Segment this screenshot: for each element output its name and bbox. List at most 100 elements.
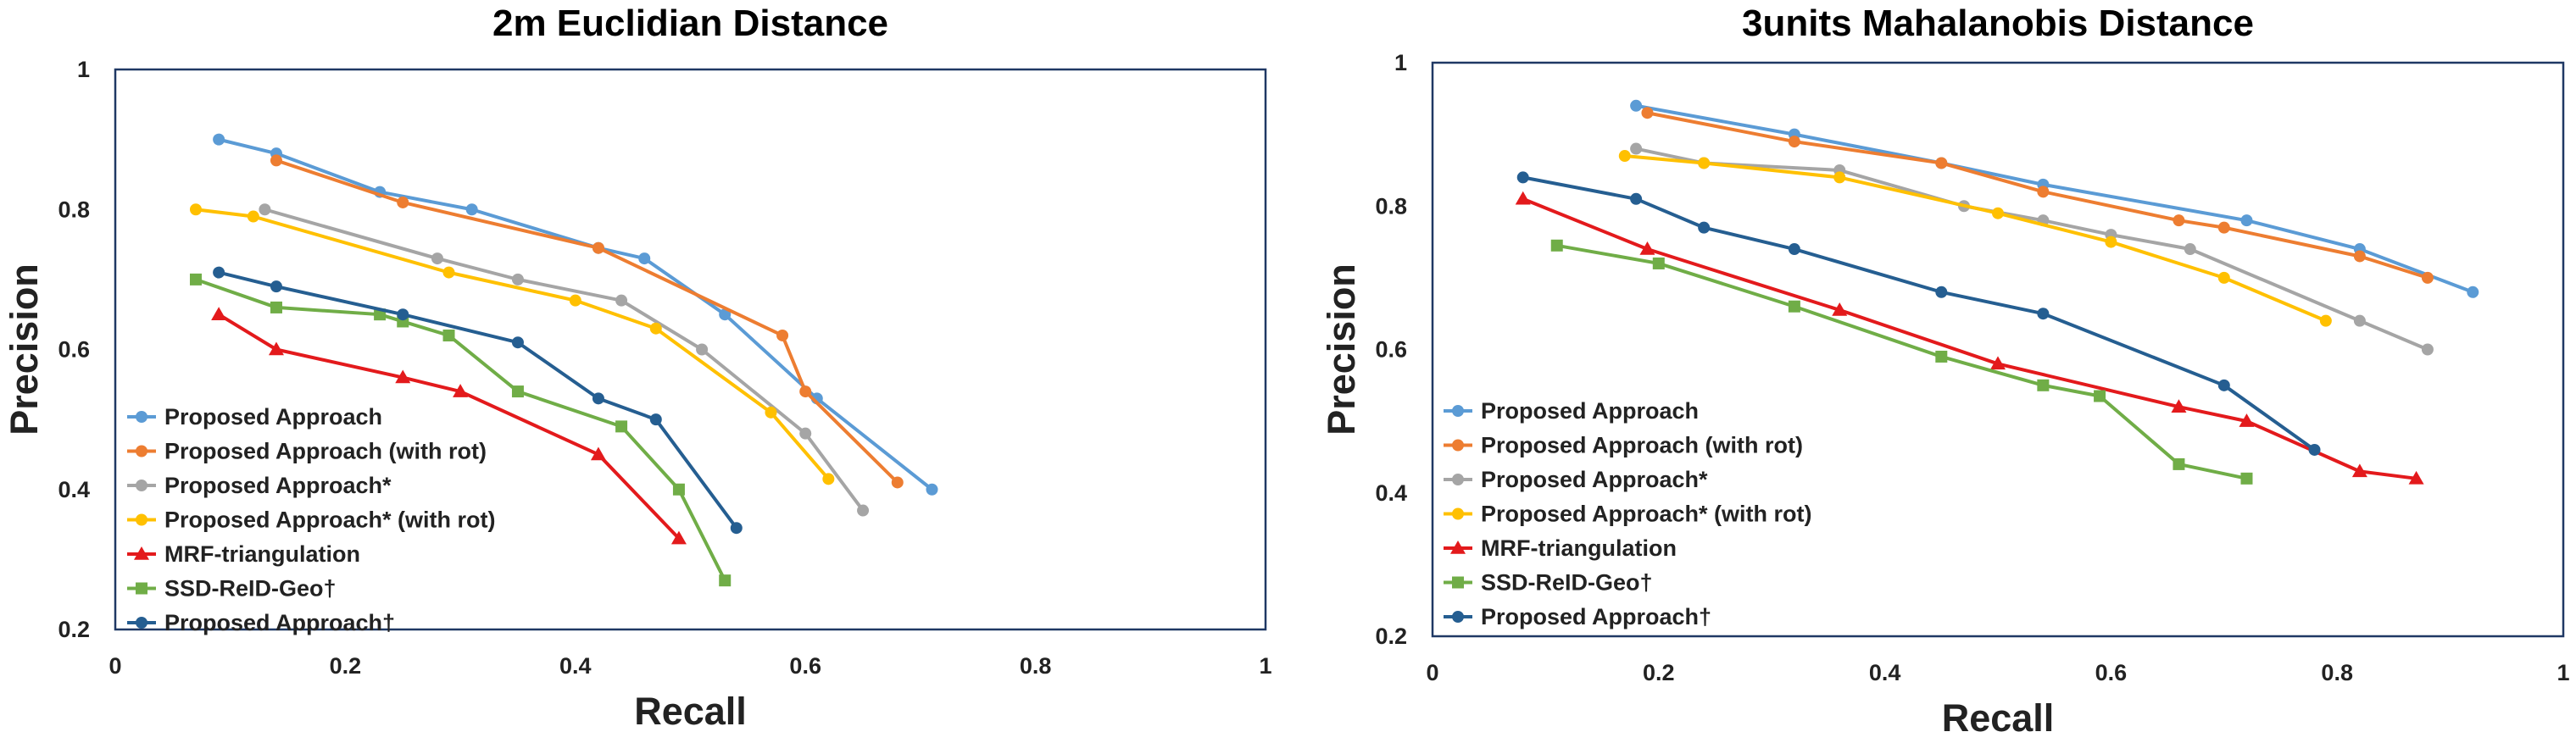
chart-2-data-point [2173, 457, 2185, 470]
chart-1-legend-item: Proposed Approach* [127, 473, 392, 498]
chart-1-y-tick-label: 0.8 [58, 197, 90, 222]
chart-2-legend-swatch-marker [1452, 611, 1464, 623]
chart-2-legend-item: SSD-ReID-Geo† [1444, 570, 1653, 596]
chart-2-legend-label: Proposed Approach (with rot) [1481, 433, 1803, 458]
chart-2-legend-label: Proposed Approach* (with rot) [1481, 502, 1812, 527]
chart-2-legend-item: Proposed Approach (with rot) [1444, 433, 1803, 458]
chart-1-x-tick-label: 0.6 [789, 653, 821, 679]
chart-2-x-tick-label: 0 [1426, 660, 1438, 685]
chart-1-data-point [696, 343, 709, 356]
chart-1-series-6 [189, 273, 732, 587]
chart-2-data-point [1641, 107, 1654, 119]
chart-2-data-point [1832, 302, 1848, 316]
chart-1-data-point [465, 203, 478, 216]
chart-1-series-5 [211, 307, 687, 545]
chart-1-data-point [765, 406, 777, 419]
chart-2-data-point [1935, 350, 1948, 363]
chart-2-legend-swatch-marker [1452, 507, 1464, 520]
chart-2-data-point [1639, 241, 1655, 255]
chart-2-data-point [2217, 271, 2230, 284]
chart-2-legend-swatch-marker [1452, 474, 1464, 485]
chart-1-data-point [511, 336, 524, 349]
chart-2-data-point [1935, 286, 1948, 298]
chart-1-data-point [247, 210, 259, 223]
chart-2-series-line [1556, 243, 2247, 480]
chart-2-data-point [2421, 271, 2434, 284]
chart-2-legend-item: MRF-triangulation [1444, 535, 1677, 561]
chart-1-legend-swatch-marker [136, 582, 147, 595]
chart-2-data-point [1630, 192, 1643, 205]
chart-2-y-tick-label: 0.6 [1375, 337, 1407, 363]
chart-2-data-point [1833, 171, 1846, 184]
chart-1-data-point [592, 392, 604, 405]
chart-2-legend-label: Proposed Approach† [1481, 604, 1711, 629]
chart-1-data-point [511, 385, 524, 398]
chart-2-plot-area [1431, 61, 2565, 638]
chart-2-data-point [1788, 243, 1800, 256]
chart-1-legend-swatch-marker [136, 411, 147, 423]
chart-2-series-line [1522, 197, 2417, 480]
chart-1-data-point [442, 266, 455, 279]
chart-1-data-point [822, 473, 835, 485]
chart-1-x-tick-label: 0.4 [559, 653, 592, 679]
chart-1-data-point [268, 341, 284, 356]
chart-1-legend-swatch-marker [134, 546, 149, 560]
chart-1-data-point [189, 203, 202, 216]
chart-1-data-point [189, 273, 202, 286]
chart-2-data-point [2308, 443, 2321, 456]
chart-2-data-point [2467, 286, 2479, 298]
chart-1-data-point [719, 574, 732, 587]
chart-2-series-5 [1515, 191, 2424, 485]
chart-2-data-point [2240, 472, 2253, 485]
chart-1-data-point [719, 308, 732, 321]
chart-2-data-point [1992, 207, 2004, 219]
chart-1-title: 2m Euclidian Distance [492, 3, 888, 44]
chart-1-data-point [730, 522, 743, 535]
chart-2-series-1 [1630, 99, 2479, 298]
chart-2-data-point [2217, 379, 2230, 391]
chart-2-data-point [1788, 136, 1800, 148]
chart-2-y-tick-label: 0.8 [1375, 193, 1407, 219]
chart-2-data-point [1698, 221, 1711, 234]
chart-1-data-point [397, 196, 409, 208]
chart-1-data-point [615, 420, 628, 433]
chart-2-x-tick-label: 0.2 [1643, 660, 1675, 685]
chart-1-y-tick-label: 0.6 [58, 337, 90, 363]
chart-1-legend-item: Proposed Approach* (with rot) [127, 507, 496, 533]
chart-1-legend-label: Proposed Approach (with rot) [164, 439, 487, 464]
chart-2-legend-item: Proposed Approach [1444, 398, 1699, 424]
chart-1-data-point [397, 308, 409, 321]
chart-2: 3units Mahalanobis Distance 0 0.2 0.4 0.6 0.8… [1320, 3, 2570, 740]
chart-1-legend-item: Proposed Approach (with rot) [127, 439, 487, 464]
chart-1-legend-item: MRF-triangulation [127, 541, 360, 567]
chart-1-data-point [259, 203, 271, 216]
chart-2-legend-swatch-marker [1452, 405, 1464, 417]
chart-2-data-point [2171, 399, 2187, 413]
chart-1-data-point [270, 301, 282, 313]
chart-2-legend-label: SSD-ReID-Geo† [1481, 570, 1653, 596]
chart-1-legend-swatch-marker [136, 617, 147, 629]
chart-2-x-tick-label: 0.6 [2095, 660, 2128, 685]
chart-1-series-4 [189, 203, 835, 485]
chart-2-series-4 [1618, 150, 2332, 327]
chart-1-series-line [275, 158, 899, 484]
chart-1-legend-swatch-marker [136, 513, 147, 526]
chart-1-y-tick-label: 0.2 [58, 617, 90, 642]
chart-2-series-line [1647, 111, 2429, 280]
chart-2-x-tick-label: 0.4 [1869, 660, 1901, 685]
chart-1-y-axis-label: Precision [3, 263, 46, 435]
chart-2-y-tick-label: 0.4 [1375, 480, 1407, 506]
chart-2-data-point [2353, 314, 2366, 327]
chart-1-x-tick-label: 0.2 [330, 653, 362, 679]
chart-1-data-point [638, 252, 651, 265]
chart-1-data-point [569, 294, 581, 307]
chart-2-data-point [2353, 250, 2366, 263]
chart-2-data-point [2240, 214, 2253, 227]
chart-2-data-point [1990, 356, 2006, 370]
chart-2-x-tick-label: 0.8 [2321, 660, 2353, 685]
chart-1-data-point [672, 483, 685, 496]
chart-2-series-line [1522, 175, 2316, 452]
chart-1-data-point [270, 280, 282, 293]
chart-2-x-axis-label: Recall [1942, 696, 2055, 739]
